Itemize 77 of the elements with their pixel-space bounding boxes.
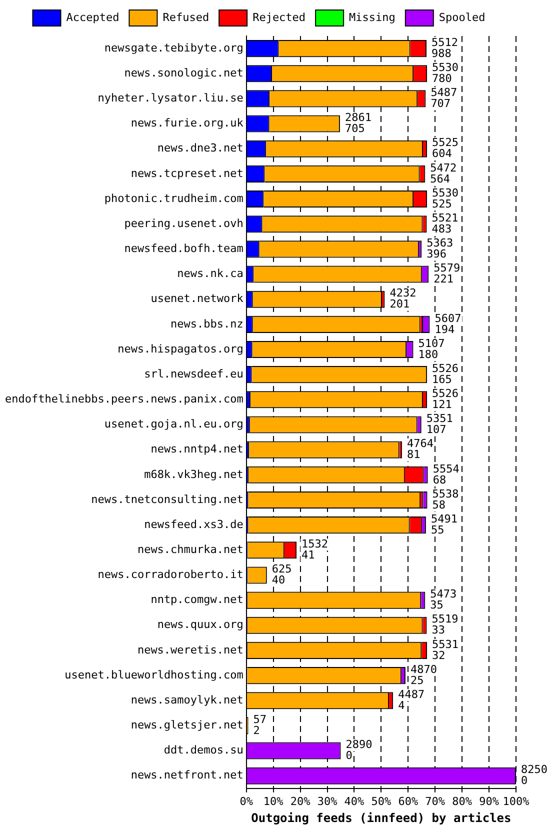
y-tick-label: ddt.demos.su <box>164 744 244 757</box>
x-tick-label: 20% <box>290 794 311 808</box>
legend-label: Missing <box>349 10 396 24</box>
text: 5607 194 <box>434 312 462 336</box>
text: 5538 58 <box>432 487 459 512</box>
x-tick-label: 60% <box>398 794 418 808</box>
legend-label: Refused <box>162 10 210 24</box>
x-tick-label: 100% <box>502 794 530 808</box>
x-tick-label: 90% <box>479 794 500 808</box>
y-tick-label: news.netfront.net <box>130 768 244 782</box>
y-tick-label: news.sonologic.net <box>124 66 244 80</box>
text: 4764 81 <box>406 437 434 462</box>
text: 625 40 <box>272 562 292 587</box>
y-tick-label: endofthelinebbs.peers.news.panix.com <box>4 392 244 406</box>
x-tick-label: 50% <box>371 794 392 808</box>
y-tick-label: peering.usenet.ovh <box>124 216 244 230</box>
y-tick-label: news.bbs.nz <box>170 317 244 330</box>
text: 5525 604 <box>432 136 459 160</box>
text: 4870 25 <box>410 662 437 687</box>
y-tick-label: newsfeed.xs3.de <box>144 518 244 531</box>
text: 5472 564 <box>430 161 457 186</box>
text: 5487 707 <box>430 86 458 110</box>
y-tick-label: news.furie.org.uk <box>130 116 244 130</box>
text: 5521 483 <box>432 211 458 236</box>
text: 5530 525 <box>432 186 459 210</box>
y-tick-label: photonic.trudheim.com <box>104 192 244 205</box>
text: 5351 107 <box>426 412 453 436</box>
text: 5473 35 <box>430 588 457 612</box>
y-tick-label: nyheter.lysator.liu.se <box>98 92 244 105</box>
text: 5107 180 <box>418 336 445 361</box>
text: 5526 165 <box>432 362 459 386</box>
text: 5530 780 <box>432 60 459 85</box>
text: 5363 396 <box>426 236 454 261</box>
y-tick-label: news.nk.ca <box>177 267 244 280</box>
y-tick-label: m68k.vk3heg.net <box>144 468 244 481</box>
text: 4232 201 <box>390 286 416 311</box>
x-tick-label: 0% <box>240 794 254 808</box>
y-tick-label: nntp.comgw.net <box>150 593 244 606</box>
text: 2861 705 <box>344 111 372 136</box>
y-tick-label: news.tnetconsulting.net <box>91 492 244 506</box>
y-tick-label: news.quux.org <box>157 618 244 632</box>
y-tick-label: news.hispagatos.org <box>118 342 244 356</box>
y-tick-label: news.chmurka.net <box>137 543 244 556</box>
y-tick-label: news.corradoroberto.it <box>98 568 244 582</box>
y-tick-label: srl.newsdeef.eu <box>144 367 244 380</box>
x-tick-label: 80% <box>452 794 472 808</box>
text: 5579 221 <box>434 262 460 286</box>
text: 5512 988 <box>431 36 458 60</box>
y-tick-label: news.nntp4.net <box>150 442 244 456</box>
y-tick-label: usenet.goja.nl.eu.org <box>104 418 244 431</box>
legend-label: Accepted <box>66 10 120 24</box>
x-tick-label: 10% <box>263 794 284 808</box>
text: 5491 55 <box>430 512 458 536</box>
y-tick-label: newsfeed.bofh.team <box>124 242 244 256</box>
y-tick-label: news.gletsjer.net <box>130 718 244 732</box>
y-tick-label: newsgate.tebibyte.org <box>104 41 244 54</box>
x-tick-label: 40% <box>344 794 365 808</box>
y-tick-label: news.samoylyk.net <box>130 693 244 706</box>
text: 5531 32 <box>432 638 459 662</box>
y-tick-label: news.tcpreset.net <box>130 166 244 180</box>
text: 1532 41 <box>302 538 328 562</box>
text: 2890 0 <box>346 738 372 762</box>
x-tick-label: 30% <box>317 794 338 808</box>
text: 5519 33 <box>432 612 458 637</box>
x-tick-label: 70% <box>425 794 446 808</box>
x-axis-title: Outgoing feeds (innfeed) by articles <box>251 810 512 825</box>
y-tick-label: news.weretis.net <box>137 643 244 656</box>
text: 57 2 <box>253 713 267 738</box>
legend-label: Rejected <box>252 10 306 24</box>
y-tick-label: news.dne3.net <box>157 142 244 155</box>
y-tick-label: usenet.network <box>150 292 244 306</box>
text: 4487 4 <box>398 688 425 712</box>
text: 8250 0 <box>521 763 548 788</box>
y-tick-label: usenet.blueworldhosting.com <box>64 668 244 682</box>
legend-label: Spooled <box>438 10 486 24</box>
text: 5526 121 <box>432 387 459 412</box>
text: 5554 68 <box>432 462 460 486</box>
